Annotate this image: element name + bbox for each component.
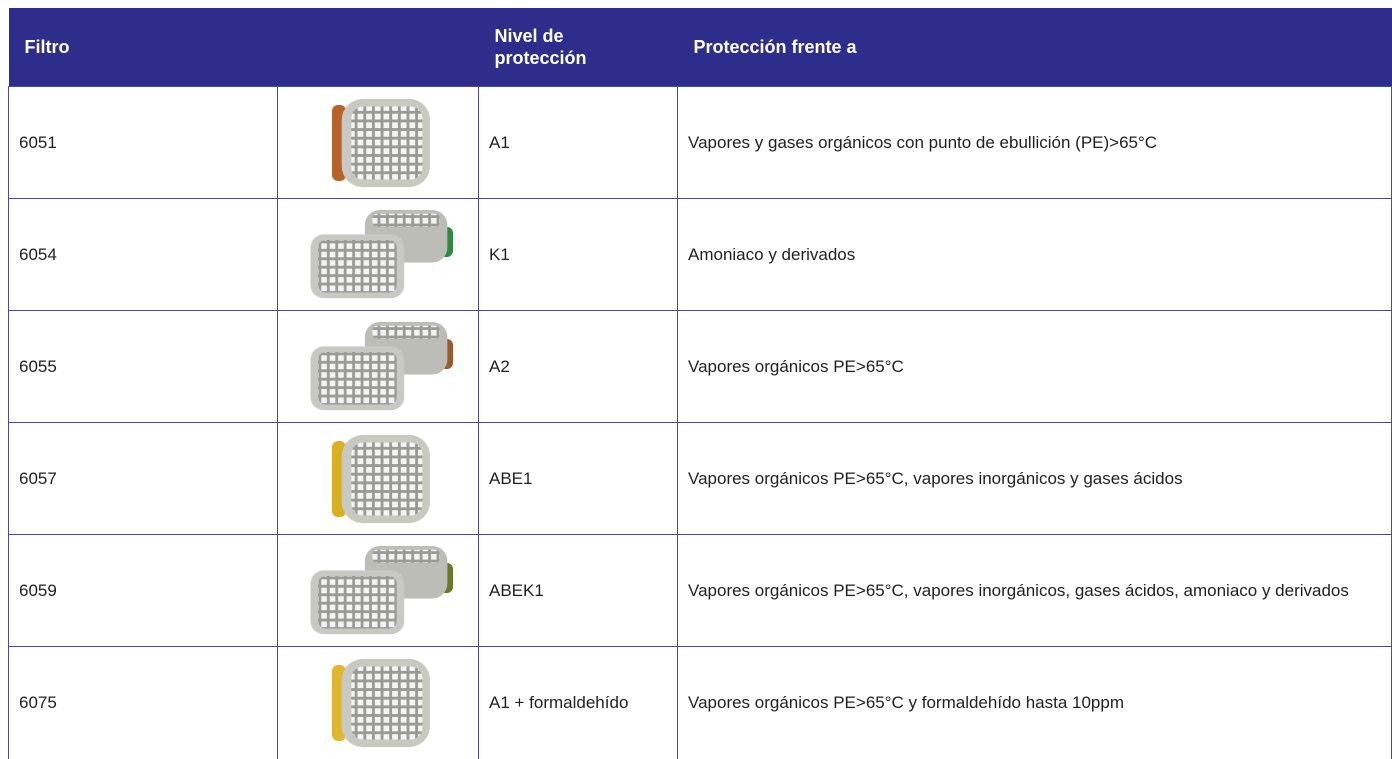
image-cell [278, 423, 479, 535]
level: A1 + formaldehído [479, 647, 678, 759]
header-cell [278, 8, 479, 87]
image-cell [278, 311, 479, 423]
filter-image [318, 95, 438, 191]
filter-table: Filtro Nivel de protección Protección fr… [8, 8, 1392, 759]
level: A1 [479, 87, 678, 199]
row: 6059 ABEK1 Vapores orgánicos PE>65°C, va… [9, 535, 1392, 647]
image-cell [278, 535, 479, 647]
filter-image [303, 319, 453, 415]
level: K1 [479, 199, 678, 311]
filter-image [303, 207, 453, 303]
code: 6059 [9, 535, 278, 647]
header-row: Filtro Nivel de protección Protección fr… [9, 8, 1392, 87]
header-cell: Protección frente a [678, 8, 1392, 87]
level: ABE1 [479, 423, 678, 535]
protection: Vapores y gases orgánicos con punto de e… [678, 87, 1392, 199]
level: ABEK1 [479, 535, 678, 647]
code: 6055 [9, 311, 278, 423]
filter-image [303, 543, 453, 639]
protection: Amoniaco y derivados [678, 199, 1392, 311]
code: 6075 [9, 647, 278, 759]
image-cell [278, 87, 479, 199]
row: 6057 ABE1 Vapores orgánicos PE>65°C, vap… [9, 423, 1392, 535]
level: A2 [479, 311, 678, 423]
row: 6075 A1 + formaldehído Vapores orgánicos… [9, 647, 1392, 759]
protection: Vapores orgánicos PE>65°C [678, 311, 1392, 423]
header-cell: Nivel de protección [479, 8, 678, 87]
filter-image [318, 431, 438, 527]
code: 6057 [9, 423, 278, 535]
protection: Vapores orgánicos PE>65°C, vapores inorg… [678, 423, 1392, 535]
header-cell: Filtro [9, 8, 278, 87]
code: 6054 [9, 199, 278, 311]
code: 6051 [9, 87, 278, 199]
image-cell [278, 199, 479, 311]
image-cell [278, 647, 479, 759]
protection: Vapores orgánicos PE>65°C, vapores inorg… [678, 535, 1392, 647]
filter-image [318, 655, 438, 751]
row: 6051 A1 Vapores y gases orgánicos con pu… [9, 87, 1392, 199]
row: 6055 A2 Vapores orgánicos PE>65°C [9, 311, 1392, 423]
row: 6054 K1 Amoniaco y derivados [9, 199, 1392, 311]
protection: Vapores orgánicos PE>65°C y formaldehído… [678, 647, 1392, 759]
